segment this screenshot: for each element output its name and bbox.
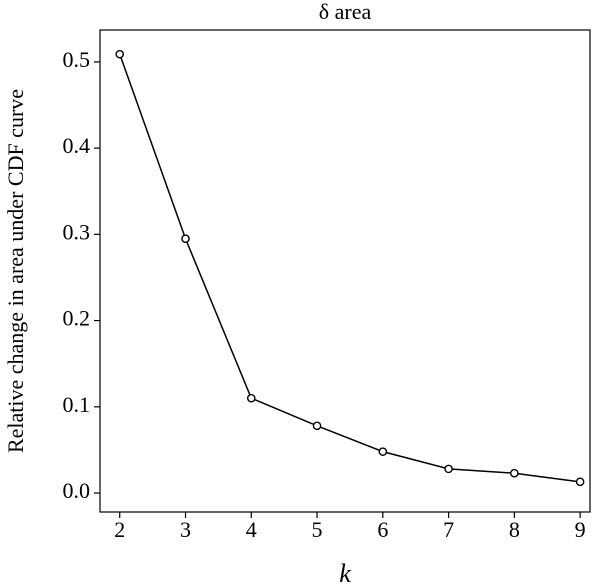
x-axis-label: k [339,559,351,588]
y-tick-label: 0.3 [63,219,91,244]
point [312,421,322,431]
y-tick-label: 0.4 [63,133,91,158]
point [444,464,453,474]
x-tick-label: 8 [509,517,520,542]
x-tick-label: 9 [575,517,586,542]
y-tick-label: 0.2 [63,306,91,331]
y-tick-label: 0.0 [63,478,91,503]
x-tick-label: 5 [312,517,323,542]
y-tick-label: 0.5 [63,47,91,72]
y-axis-label: Relative change in area under CDF curve [3,89,28,453]
y-tick-label: 0.1 [63,392,91,417]
plot-frame [99,29,591,513]
point [115,49,125,59]
x-tick-label: 6 [377,517,388,542]
point [575,477,585,487]
point [246,393,256,403]
x-tick-label: 2 [114,517,125,542]
line [119,53,581,483]
x-tick-label: 7 [443,517,454,542]
point [510,468,519,478]
point [378,447,388,456]
chart-title: δ area [319,0,372,24]
x-tick-label: 3 [180,517,191,542]
point [181,234,190,243]
x-tick-label: 4 [246,517,257,542]
